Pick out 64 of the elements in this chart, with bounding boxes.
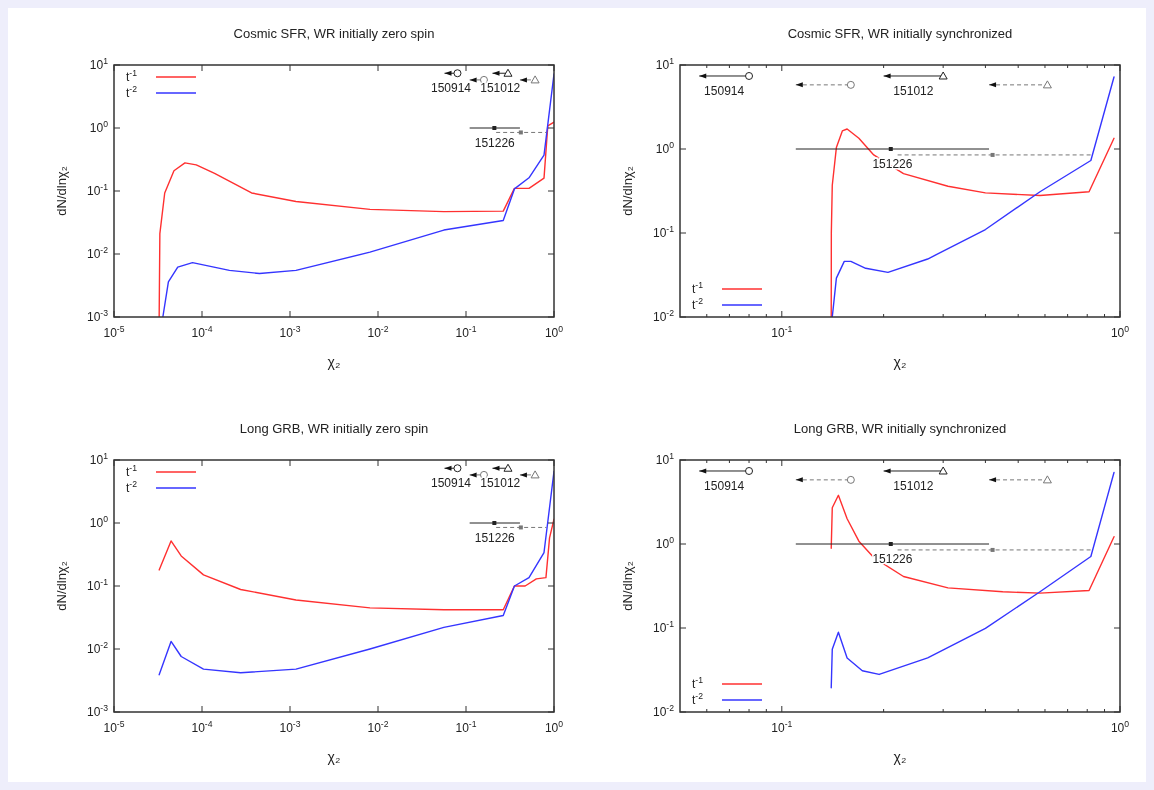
x-axis-title: χ₂ (893, 354, 907, 370)
annotation: 150914 (704, 479, 745, 494)
y-axis-title: dN/dlnχ₂ (54, 561, 69, 611)
y-tick-label: 10$^{0}$ (655, 140, 675, 157)
x-tick-label: 10$^{0}$ (544, 719, 564, 735)
y-tick-label: 10$^{1}$ (655, 56, 675, 73)
x-tick-label: 10$^{-5}$ (103, 719, 125, 735)
x-tick-label: 10$^{0}$ (544, 324, 564, 340)
y-axis-title: dN/dlnχ₂ (54, 166, 69, 216)
x-axis-title: χ₂ (327, 354, 341, 370)
x-tick-label: 10$^{-3}$ (279, 324, 301, 340)
y-tick-label: 10$^{-1}$ (86, 182, 109, 199)
x-tick-label: 10$^{0}$ (1110, 324, 1130, 340)
x-tick-label: 10$^{-1}$ (771, 324, 793, 340)
y-tick-label: 10$^{-2}$ (652, 703, 675, 720)
y-tick-label: 10$^{-1}$ (652, 224, 675, 241)
annotation: 151012 (480, 476, 521, 491)
x-tick-label: 10$^{-1}$ (455, 324, 477, 340)
x-tick-label: 10$^{-2}$ (367, 719, 389, 735)
x-axis-title: χ₂ (327, 749, 341, 765)
x-tick-label: 10$^{-1}$ (455, 719, 477, 735)
y-tick-label: 10$^{0}$ (89, 119, 109, 136)
y-tick-label: 10$^{1}$ (89, 56, 109, 73)
y-tick-label: 10$^{0}$ (89, 514, 109, 531)
chart-title: Long GRB, WR initially zero spin (239, 421, 429, 436)
annotation: 151226 (474, 531, 516, 546)
legend-label: t$^{-2}$ (692, 691, 704, 708)
legend-label: t$^{-2}$ (126, 479, 138, 496)
x-tick-label: 10$^{-3}$ (279, 719, 301, 735)
y-axis-title: dN/dlnχ₂ (620, 166, 635, 216)
y-tick-label: 10$^{-1}$ (86, 577, 109, 594)
chart-title: Cosmic SFR, WR initially synchronized (787, 26, 1013, 41)
y-tick-label: 10$^{0}$ (655, 535, 675, 552)
x-axis-title: χ₂ (893, 749, 907, 765)
annotation: 151012 (480, 81, 521, 96)
x-tick-label: 10$^{-1}$ (771, 719, 793, 735)
chart-title: Long GRB, WR initially synchronized (793, 421, 1007, 436)
y-tick-label: 10$^{-2}$ (86, 245, 109, 262)
x-tick-label: 10$^{-2}$ (367, 324, 389, 340)
x-tick-label: 10$^{-5}$ (103, 324, 125, 340)
chart-title: Cosmic SFR, WR initially zero spin (233, 26, 435, 41)
y-tick-label: 10$^{-2}$ (86, 640, 109, 657)
legend-label: t$^{-1}$ (692, 280, 704, 297)
y-tick-label: 10$^{-2}$ (652, 308, 675, 325)
legend-label: t$^{-2}$ (692, 296, 704, 313)
legend-label: t$^{-1}$ (126, 68, 138, 85)
annotation: 150914 (704, 84, 745, 99)
legend-label: t$^{-1}$ (126, 463, 138, 480)
x-tick-label: 10$^{-4}$ (191, 324, 213, 340)
annotation: 151012 (893, 84, 934, 99)
annotation: 151012 (893, 479, 934, 494)
annotation: 151226 (474, 136, 516, 151)
y-axis-title: dN/dlnχ₂ (620, 561, 635, 611)
y-tick-label: 10$^{1}$ (655, 451, 675, 468)
annotation: 150914 (430, 476, 472, 491)
x-tick-label: 10$^{0}$ (1110, 719, 1130, 735)
x-tick-label: 10$^{-4}$ (191, 719, 213, 735)
y-tick-label: 10$^{-3}$ (86, 308, 109, 325)
y-tick-label: 10$^{1}$ (89, 451, 109, 468)
y-tick-label: 10$^{-1}$ (652, 619, 675, 636)
annotation: 150914 (430, 81, 472, 96)
legend-label: t$^{-2}$ (126, 84, 138, 101)
y-tick-label: 10$^{-3}$ (86, 703, 109, 720)
legend-label: t$^{-1}$ (692, 675, 704, 692)
